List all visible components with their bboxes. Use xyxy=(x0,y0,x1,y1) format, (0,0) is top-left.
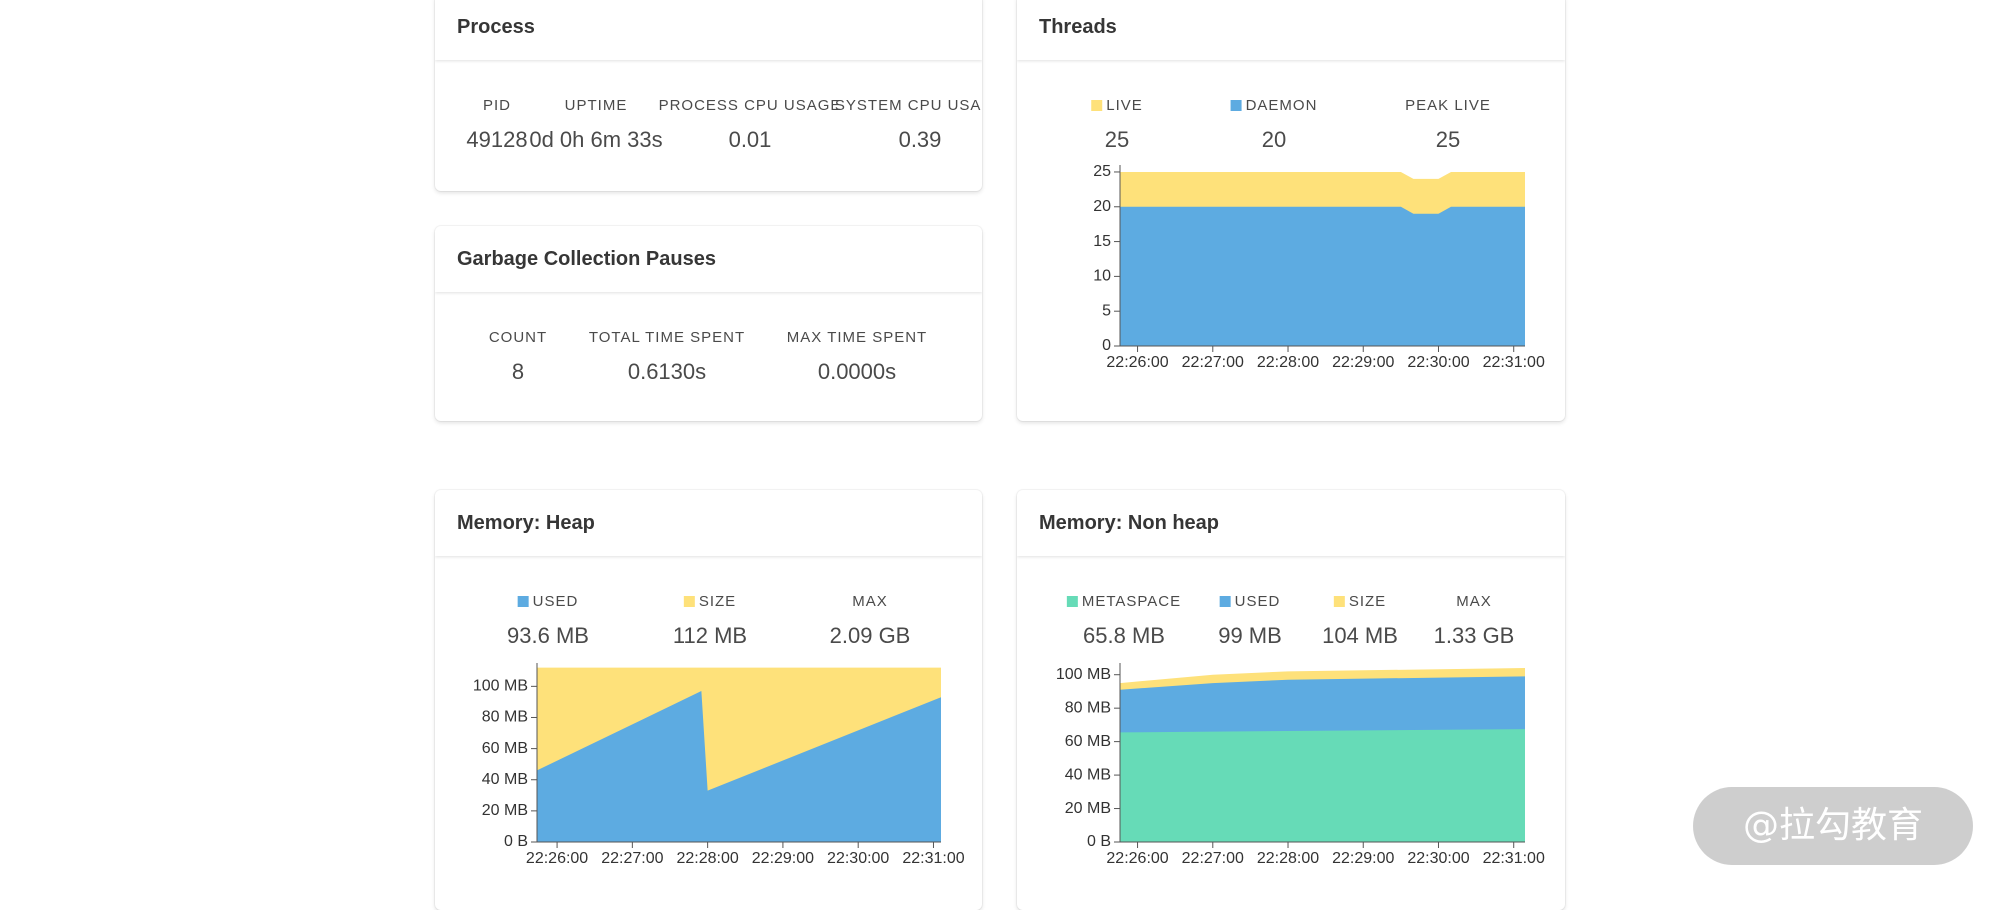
y-tick-label: 5 xyxy=(1102,302,1111,319)
legend-label: LIVE xyxy=(1106,97,1143,114)
legend-item: LIVE xyxy=(1091,97,1143,114)
card: Process PID 49128 UPTIME 0d 0h 6m 33s PROCESS… xyxy=(435,0,982,191)
legend-swatch xyxy=(683,596,695,607)
stat-value: 0.0000s xyxy=(817,359,897,384)
legend-item: USED xyxy=(1219,593,1281,610)
y-tick-label: 20 MB xyxy=(1065,800,1111,817)
x-tick-label: 22:28:00 xyxy=(676,850,738,867)
stat-value: 104 MB xyxy=(1322,623,1398,648)
stat-label: PROCESS CPU USAGE xyxy=(658,97,842,114)
legend-swatch xyxy=(1091,100,1103,111)
legend-label: USED xyxy=(532,593,579,610)
x-tick-label: 22:30:00 xyxy=(1407,354,1469,371)
stat-value: 1.33 GB xyxy=(1433,623,1515,648)
card-title: Garbage Collection Pauses xyxy=(435,226,982,292)
card-title: Threads xyxy=(1017,0,1565,60)
card-title: Process xyxy=(435,0,982,60)
stat-label: PID xyxy=(482,97,512,114)
x-tick-label: 22:28:00 xyxy=(1257,850,1319,867)
watermark: @拉勾教育 xyxy=(1693,787,1973,865)
stat-value: 0d 0h 6m 33s xyxy=(529,127,663,152)
y-tick-label: 20 xyxy=(1093,198,1111,215)
y-tick-label: 40 MB xyxy=(1065,766,1111,783)
x-tick-label: 22:30:00 xyxy=(1407,850,1469,867)
area xyxy=(537,691,941,842)
stat-value: 8 xyxy=(511,359,525,384)
y-tick-label: 100 MB xyxy=(473,678,528,695)
x-tick-label: 22:31:00 xyxy=(1483,354,1545,371)
stat-value: 65.8 MB xyxy=(1083,623,1165,648)
stat-label: COUNT xyxy=(488,329,548,346)
x-tick-label: 22:27:00 xyxy=(601,850,663,867)
y-tick-label: 0 B xyxy=(504,833,528,850)
legend-swatch xyxy=(517,596,529,607)
legend-item: USED xyxy=(517,593,579,610)
stat-label: MAX xyxy=(852,593,888,610)
x-tick-label: 22:30:00 xyxy=(827,850,889,867)
legend-label: SIZE xyxy=(1348,593,1387,610)
y-tick-label: 60 MB xyxy=(1065,733,1111,750)
stat-value: 0.6130s xyxy=(627,359,707,384)
legend-label: USED xyxy=(1234,593,1281,610)
card: Garbage Collection Pauses COUNT 8 TOTAL TIM… xyxy=(435,226,982,421)
x-tick-label: 22:29:00 xyxy=(752,850,814,867)
stat-value: 20 xyxy=(1261,127,1287,152)
stat-value: 112 MB xyxy=(672,623,748,648)
stat-label: SYSTEM CPU USAGE xyxy=(834,97,982,114)
stat-label: MAX xyxy=(1456,593,1492,610)
stat-value: 0.39 xyxy=(898,127,942,152)
legend-swatch xyxy=(1066,596,1078,607)
legend-label: DAEMON xyxy=(1245,97,1318,114)
stat-value: 2.09 GB xyxy=(829,623,911,648)
y-tick-label: 40 MB xyxy=(482,771,528,788)
stat-value: 25 xyxy=(1104,127,1130,152)
legend-swatch xyxy=(1333,596,1345,607)
legend-swatch xyxy=(1230,100,1242,111)
x-tick-label: 22:26:00 xyxy=(1106,850,1168,867)
x-tick-label: 22:31:00 xyxy=(1483,850,1545,867)
x-tick-label: 22:31:00 xyxy=(902,850,964,867)
legend-item: SIZE xyxy=(1333,593,1387,610)
legend-swatch xyxy=(1219,596,1231,607)
x-tick-label: 22:27:00 xyxy=(1182,850,1244,867)
x-tick-label: 22:28:00 xyxy=(1257,354,1319,371)
y-tick-label: 25 xyxy=(1093,163,1111,180)
stat-value: 49128 xyxy=(466,127,528,152)
card-title: Memory: Heap xyxy=(435,490,982,556)
stat-value: 0.01 xyxy=(728,127,772,152)
y-tick-label: 0 B xyxy=(1087,833,1111,850)
stat-label: MAX TIME SPENT xyxy=(786,329,928,346)
y-tick-label: 15 xyxy=(1093,233,1111,250)
legend-item: DAEMON xyxy=(1230,97,1318,114)
card-title: Memory: Non heap xyxy=(1017,490,1565,556)
x-tick-label: 22:27:00 xyxy=(1182,354,1244,371)
y-tick-label: 60 MB xyxy=(482,740,528,757)
x-tick-label: 22:29:00 xyxy=(1332,354,1394,371)
legend-item: SIZE xyxy=(683,593,737,610)
y-tick-label: 80 MB xyxy=(1065,699,1111,716)
x-tick-label: 22:26:00 xyxy=(1106,354,1168,371)
area xyxy=(1120,206,1525,346)
y-tick-label: 10 xyxy=(1093,268,1111,285)
y-tick-label: 0 xyxy=(1102,337,1111,354)
stat-label: UPTIME xyxy=(564,97,628,114)
legend-item: METASPACE xyxy=(1066,593,1182,610)
legend-label: SIZE xyxy=(698,593,737,610)
y-tick-label: 20 MB xyxy=(482,802,528,819)
stat-value: 25 xyxy=(1435,127,1461,152)
area xyxy=(1120,729,1525,842)
x-tick-label: 22:29:00 xyxy=(1332,850,1394,867)
stat-value: 93.6 MB xyxy=(507,623,589,648)
stat-label: PEAK LIVE xyxy=(1405,97,1491,114)
y-tick-label: 80 MB xyxy=(482,709,528,726)
legend-label: METASPACE xyxy=(1081,593,1182,610)
stat-value: 99 MB xyxy=(1218,623,1282,648)
x-tick-label: 22:26:00 xyxy=(526,850,588,867)
stat-label: TOTAL TIME SPENT xyxy=(588,329,746,346)
y-tick-label: 100 MB xyxy=(1056,666,1111,683)
